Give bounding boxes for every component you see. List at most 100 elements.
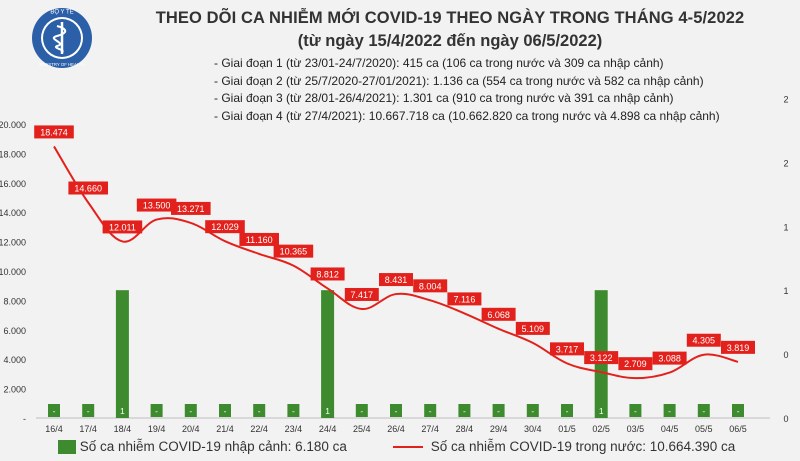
- x-tick-label: 04/5: [661, 424, 679, 434]
- line-data-label: 12.011: [109, 222, 136, 232]
- x-tick-label: 22/4: [250, 424, 268, 434]
- bar-data-label: -: [155, 406, 158, 416]
- x-tick-label: 28/4: [456, 424, 474, 434]
- x-tick-label: 25/4: [353, 424, 371, 434]
- legend-line-swatch: [393, 446, 423, 449]
- bar-label-box: [458, 404, 471, 417]
- bar-label-box: [116, 404, 129, 417]
- bar: [115, 290, 129, 418]
- bar-data-label: -: [702, 406, 705, 416]
- bar-label-box: [48, 404, 60, 417]
- legend-bar-label: Số ca nhiễm COVID-19 nhập cảnh: 6.180 ca: [79, 439, 347, 454]
- y-right-tick-label: 0: [783, 350, 788, 360]
- y-left-tick-label: 10.000: [0, 267, 26, 277]
- line-label-box: [721, 340, 755, 354]
- line-label-box: [68, 181, 108, 195]
- bar-label-box: [595, 404, 608, 417]
- x-tick-label: 02/5: [592, 424, 610, 434]
- bar-label-box: [253, 404, 266, 417]
- x-tick-label: 03/5: [627, 424, 645, 434]
- y-left-tick-label: 12.000: [0, 238, 26, 248]
- bar-data-label: -: [53, 406, 56, 416]
- page-subtitle: (từ ngày 15/4/2022 đến ngày 06/5/2022): [297, 32, 603, 50]
- line-data-label: 8.431: [385, 275, 408, 285]
- y-right-tick-label: 2: [783, 94, 788, 104]
- bar-label-box: [526, 404, 539, 417]
- line-data-label: 7.116: [453, 294, 475, 304]
- x-tick-label: 20/4: [182, 424, 200, 434]
- ministry-of-health-logo: BỘ Y TẾ MINISTRY OF HEALTH: [32, 8, 92, 68]
- bar-label-box: [150, 404, 163, 417]
- bar-label-box: [82, 404, 95, 417]
- y-left-tick-label: -: [23, 414, 26, 424]
- x-tick-label: 26/4: [387, 424, 405, 434]
- bar-label-box: [732, 404, 744, 417]
- line-data-label: 10.365: [280, 247, 308, 257]
- bar-label-box: [390, 404, 402, 417]
- bar-data-label: 1: [325, 406, 330, 416]
- y-right-tick-label: 1: [783, 286, 788, 296]
- line-data-label: 7.417: [351, 290, 374, 300]
- x-tick-label: 24/4: [319, 424, 337, 434]
- logo-subtext: MINISTRY OF HEALTH: [39, 62, 84, 67]
- bar-data-label: -: [737, 406, 740, 416]
- y-left-tick-label: 6.000: [3, 326, 26, 336]
- legend-line: Số ca nhiễm COVID-19 trong nước: 10.664.…: [393, 439, 735, 454]
- bar-data-label: -: [463, 406, 466, 416]
- legend-bar: Số ca nhiễm COVID-19 nhập cảnh: 6.180 ca: [58, 439, 347, 455]
- y-right-tick-label: 0: [783, 414, 788, 424]
- bar-label-box: [219, 404, 231, 417]
- x-tick-label: 23/4: [285, 424, 303, 434]
- x-tick-label: 19/4: [148, 424, 166, 434]
- line-label-box: [171, 201, 211, 215]
- line-label-box: [413, 279, 448, 293]
- bar-data-label: -: [429, 406, 432, 416]
- x-tick-label: 27/4: [421, 424, 439, 434]
- bar-label-box: [355, 404, 368, 417]
- line-data-label: 5.109: [522, 324, 545, 334]
- x-tick-label: 18/4: [114, 424, 132, 434]
- bar-label-box: [629, 404, 642, 417]
- line-label-box: [584, 351, 619, 365]
- line-data-label: 2.709: [624, 359, 647, 369]
- line-data-label: 14.660: [74, 183, 102, 193]
- bar-label-box: [697, 404, 710, 417]
- line-label-box: [344, 287, 379, 301]
- bar-label-box: [184, 404, 197, 417]
- x-tick-label: 16/4: [45, 424, 63, 434]
- x-tick-label: 01/5: [558, 424, 576, 434]
- line-data-label: 8.812: [316, 269, 339, 279]
- y-left-tick-label: 16.000: [0, 179, 26, 189]
- line-label-box: [686, 333, 721, 347]
- bar: [321, 290, 335, 418]
- bar-label-box: [663, 404, 676, 417]
- line-label-box: [34, 125, 74, 139]
- phase-note: - Giai đoạn 3 (từ 28/01-26/4/2021): 1.30…: [214, 91, 674, 105]
- line-label-box: [447, 292, 482, 306]
- line-label-box: [550, 342, 584, 356]
- x-tick-label: 29/4: [490, 424, 508, 434]
- bar-data-label: -: [224, 406, 227, 416]
- line-data-label: 13.500: [143, 201, 171, 211]
- y-right-tick-label: 1: [783, 222, 788, 232]
- line-data-label: 6.068: [487, 310, 510, 320]
- x-tick-label: 30/4: [524, 424, 542, 434]
- line-label-box: [379, 273, 413, 287]
- line-data-label: 3.122: [590, 353, 613, 363]
- line-label-box: [310, 267, 345, 281]
- phase-notes: - Giai đoạn 1 (từ 23/01-24/7/2020): 415 …: [214, 55, 720, 125]
- y-left-tick-label: 2.000: [3, 385, 26, 395]
- bar-label-box: [321, 404, 334, 417]
- line-label-box: [239, 232, 279, 246]
- legend-bar-swatch: [58, 440, 76, 455]
- line-label-box: [481, 307, 516, 321]
- y-left-tick-label: 4.000: [3, 355, 26, 365]
- y-left-tick-label: 20.000: [0, 120, 26, 130]
- line-data-label: 18.474: [40, 127, 68, 137]
- line-data-label: 3.819: [727, 343, 750, 353]
- domestic-cases-line: [53, 145, 739, 380]
- bar-data-label: -: [668, 406, 671, 416]
- y-right-tick-label: 2: [783, 158, 788, 168]
- bar-data-label: -: [87, 406, 90, 416]
- bar-data-label: 1: [120, 406, 125, 416]
